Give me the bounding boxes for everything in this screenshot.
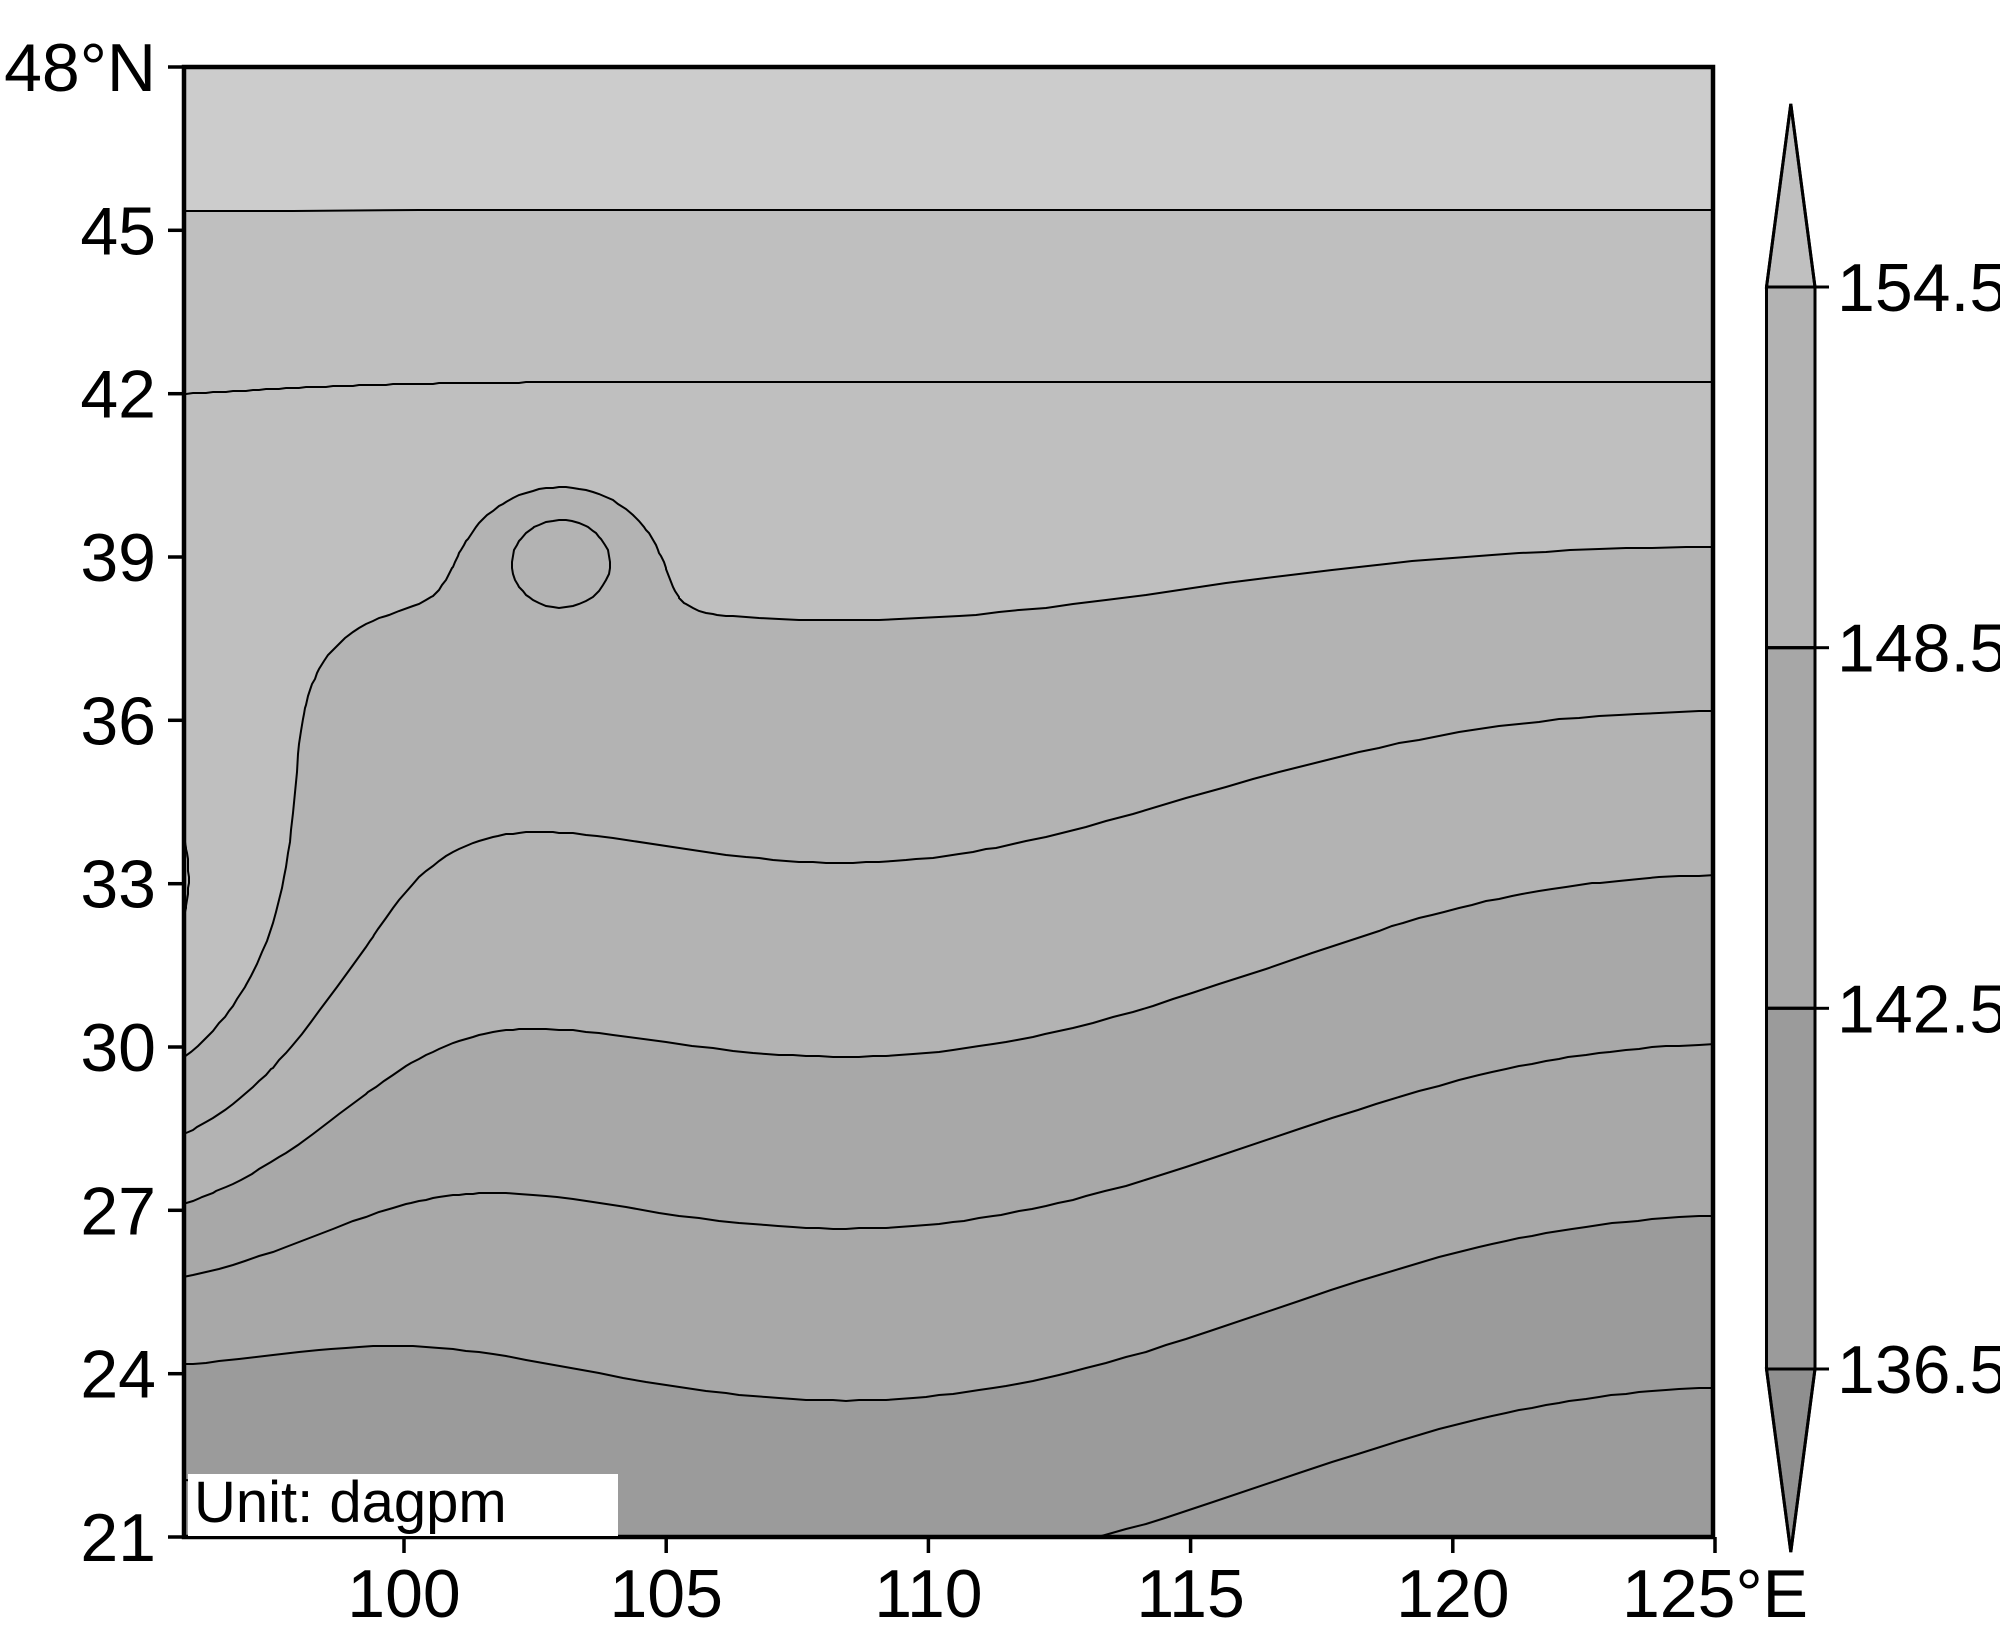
svg-text:42: 42 [80, 357, 156, 433]
svg-text:105: 105 [609, 1556, 722, 1630]
svg-text:120: 120 [1396, 1556, 1509, 1630]
svg-text:136.5: 136.5 [1837, 1332, 2000, 1408]
svg-text:110: 110 [874, 1556, 982, 1630]
svg-text:30: 30 [80, 1010, 156, 1086]
svg-text:33: 33 [80, 847, 156, 923]
svg-text:36: 36 [80, 683, 156, 759]
svg-text:142.5: 142.5 [1837, 971, 2000, 1047]
svg-text:24: 24 [80, 1337, 156, 1413]
svg-text:39: 39 [80, 520, 156, 596]
svg-text:115: 115 [1136, 1556, 1244, 1630]
svg-text:45: 45 [80, 193, 156, 269]
svg-text:100: 100 [347, 1556, 460, 1630]
svg-text:154.5: 154.5 [1837, 250, 2000, 326]
svg-text:Unit: dagpm: Unit: dagpm [194, 1470, 507, 1535]
svg-text:21: 21 [80, 1500, 156, 1576]
svg-text:48°N: 48°N [4, 30, 156, 106]
svg-text:148.5: 148.5 [1837, 611, 2000, 687]
svg-text:125°E: 125°E [1622, 1556, 1808, 1630]
svg-text:27: 27 [80, 1173, 156, 1249]
